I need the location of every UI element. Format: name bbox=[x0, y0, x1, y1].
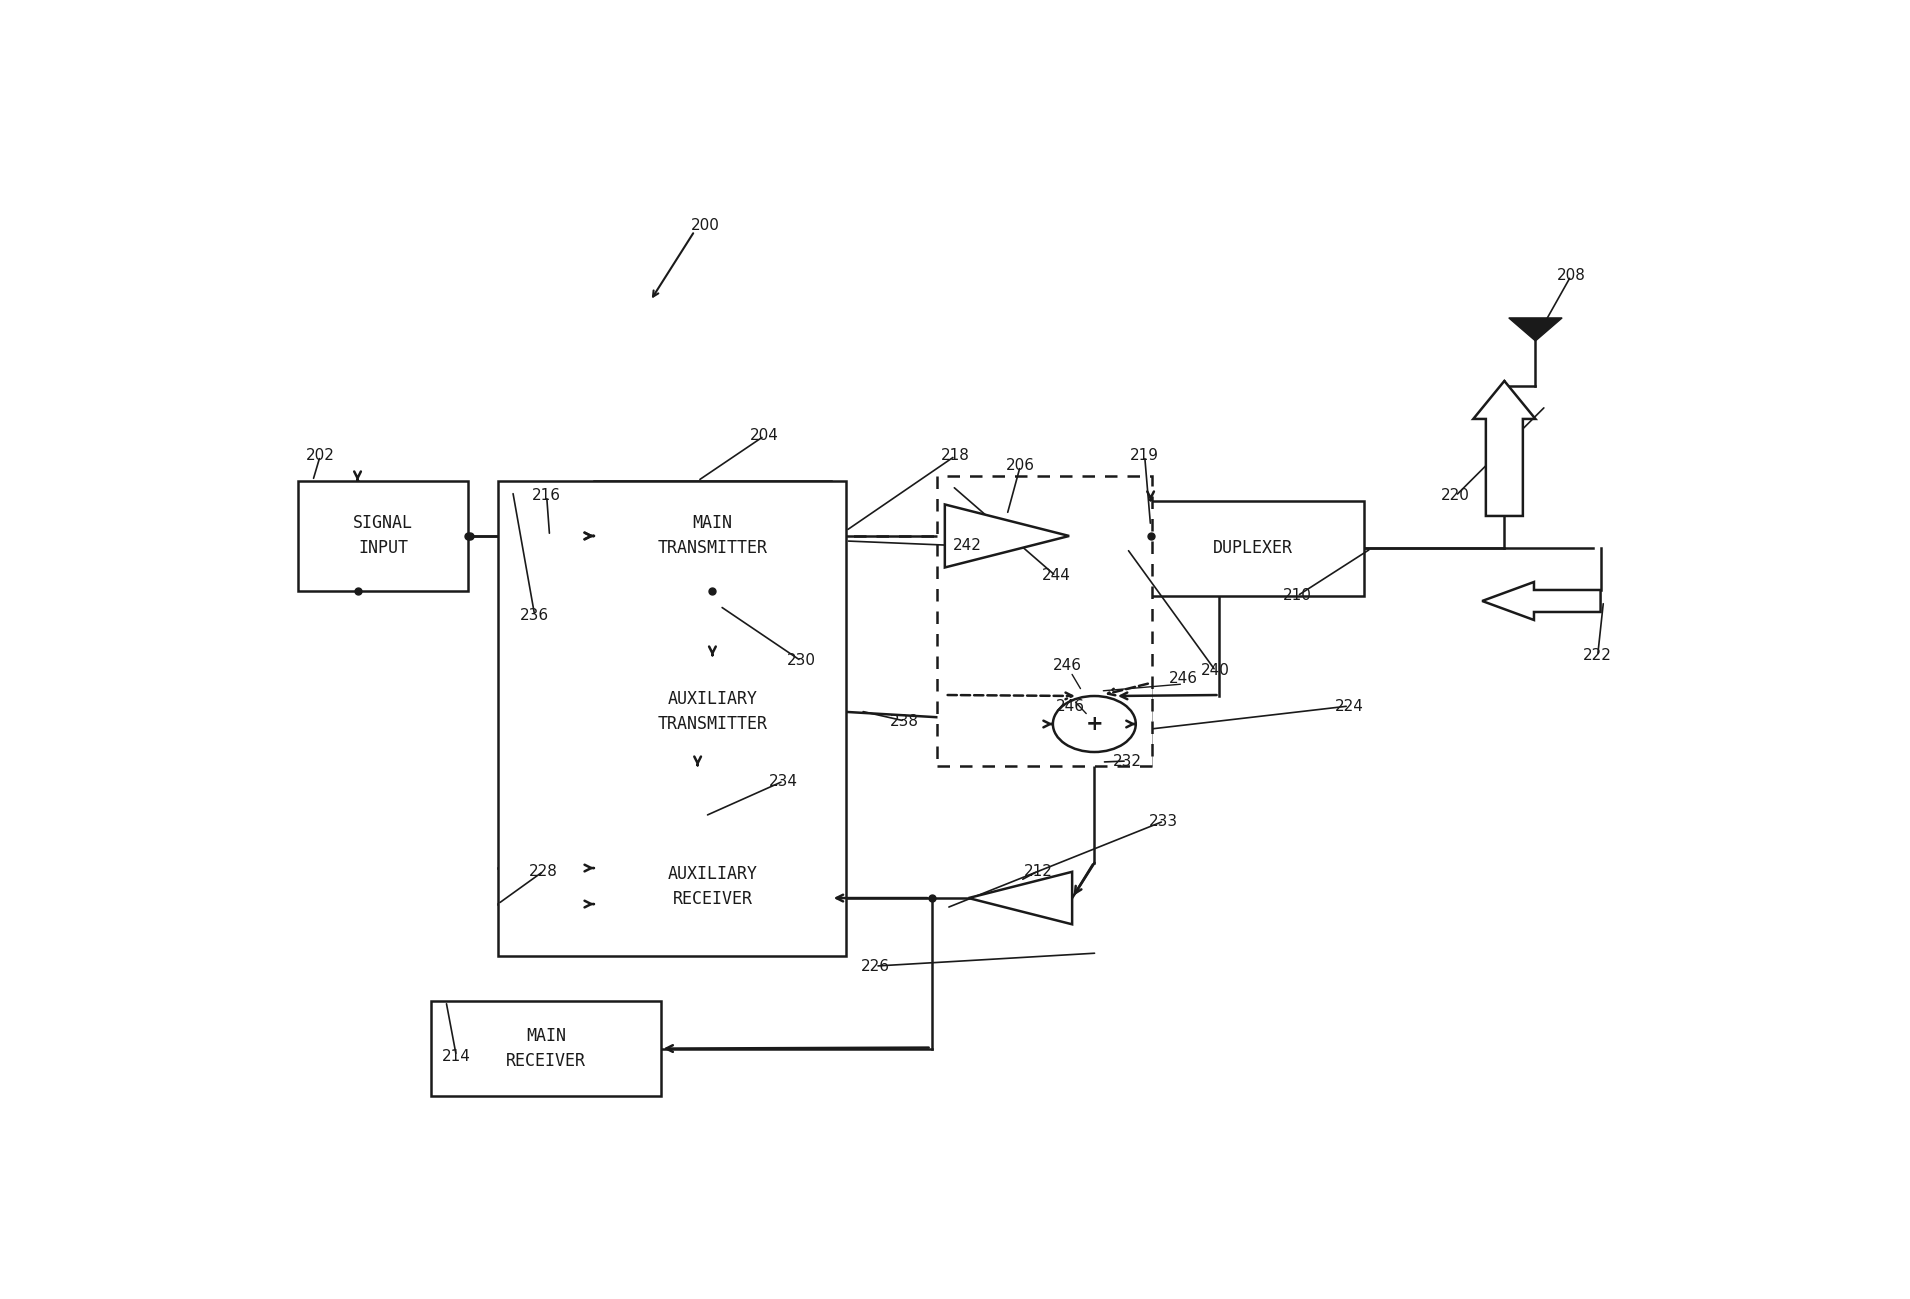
Text: 216: 216 bbox=[533, 488, 562, 504]
Text: 246: 246 bbox=[1052, 659, 1083, 673]
Text: 233: 233 bbox=[1150, 813, 1178, 829]
Text: 218: 218 bbox=[942, 448, 970, 464]
Text: MAIN
RECEIVER: MAIN RECEIVER bbox=[506, 1028, 586, 1070]
Text: 210: 210 bbox=[1284, 588, 1312, 604]
Text: 220: 220 bbox=[1440, 488, 1471, 504]
Text: 232: 232 bbox=[1112, 753, 1142, 769]
Text: 228: 228 bbox=[529, 864, 558, 878]
Polygon shape bbox=[1473, 381, 1536, 516]
Text: 246: 246 bbox=[1169, 670, 1198, 686]
Text: 242: 242 bbox=[953, 539, 982, 553]
Text: 222: 222 bbox=[1583, 648, 1612, 664]
Bar bbox=[499, 481, 846, 956]
Bar bbox=[432, 1002, 661, 1096]
Text: 204: 204 bbox=[751, 429, 779, 443]
Text: 214: 214 bbox=[441, 1048, 470, 1064]
Text: AUXILIARY
TRANSMITTER: AUXILIARY TRANSMITTER bbox=[657, 690, 768, 733]
Text: 244: 244 bbox=[1041, 569, 1070, 583]
Bar bbox=[594, 831, 831, 940]
Text: 219: 219 bbox=[1131, 448, 1159, 464]
Text: 236: 236 bbox=[520, 608, 550, 624]
Bar bbox=[1142, 501, 1364, 596]
Text: 226: 226 bbox=[861, 959, 890, 973]
Text: SIGNAL
INPUT: SIGNAL INPUT bbox=[353, 514, 413, 557]
Text: MAIN
TRANSMITTER: MAIN TRANSMITTER bbox=[657, 514, 768, 557]
Polygon shape bbox=[945, 504, 1070, 568]
Polygon shape bbox=[1482, 582, 1601, 620]
Text: 208: 208 bbox=[1557, 269, 1585, 283]
Text: AUXILIARY
RECEIVER: AUXILIARY RECEIVER bbox=[667, 865, 758, 908]
Text: 238: 238 bbox=[890, 713, 919, 729]
Text: 202: 202 bbox=[306, 448, 334, 464]
Text: 230: 230 bbox=[787, 653, 816, 669]
Text: 212: 212 bbox=[1024, 864, 1052, 878]
Text: 246: 246 bbox=[1056, 699, 1085, 713]
Text: 200: 200 bbox=[691, 218, 720, 234]
Text: 206: 206 bbox=[1007, 459, 1035, 473]
Bar bbox=[594, 481, 831, 591]
Text: 224: 224 bbox=[1335, 699, 1364, 713]
Text: DUPLEXER: DUPLEXER bbox=[1213, 539, 1293, 557]
Polygon shape bbox=[968, 872, 1072, 925]
Polygon shape bbox=[1509, 318, 1562, 340]
Bar bbox=[298, 481, 468, 591]
Bar bbox=[938, 475, 1152, 766]
Text: 240: 240 bbox=[1201, 664, 1230, 678]
Bar bbox=[594, 656, 831, 766]
Text: 234: 234 bbox=[770, 773, 798, 788]
Text: +: + bbox=[1085, 714, 1104, 734]
